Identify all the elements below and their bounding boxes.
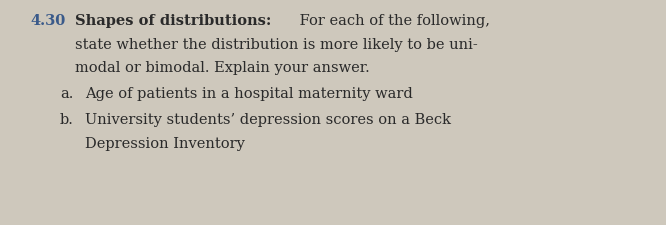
Text: For each of the following,: For each of the following,	[295, 14, 490, 28]
Text: b.: b.	[60, 113, 74, 127]
Text: Shapes of distributions:: Shapes of distributions:	[75, 14, 271, 28]
Text: Depression Inventory: Depression Inventory	[85, 137, 245, 151]
Text: 4.30: 4.30	[30, 14, 65, 28]
Text: University students’ depression scores on a Beck: University students’ depression scores o…	[85, 113, 451, 127]
Text: modal or bimodal. Explain your answer.: modal or bimodal. Explain your answer.	[75, 61, 370, 75]
Text: Age of patients in a hospital maternity ward: Age of patients in a hospital maternity …	[85, 87, 413, 101]
Text: a.: a.	[60, 87, 73, 101]
Text: state whether the distribution is more likely to be uni-: state whether the distribution is more l…	[75, 38, 478, 52]
